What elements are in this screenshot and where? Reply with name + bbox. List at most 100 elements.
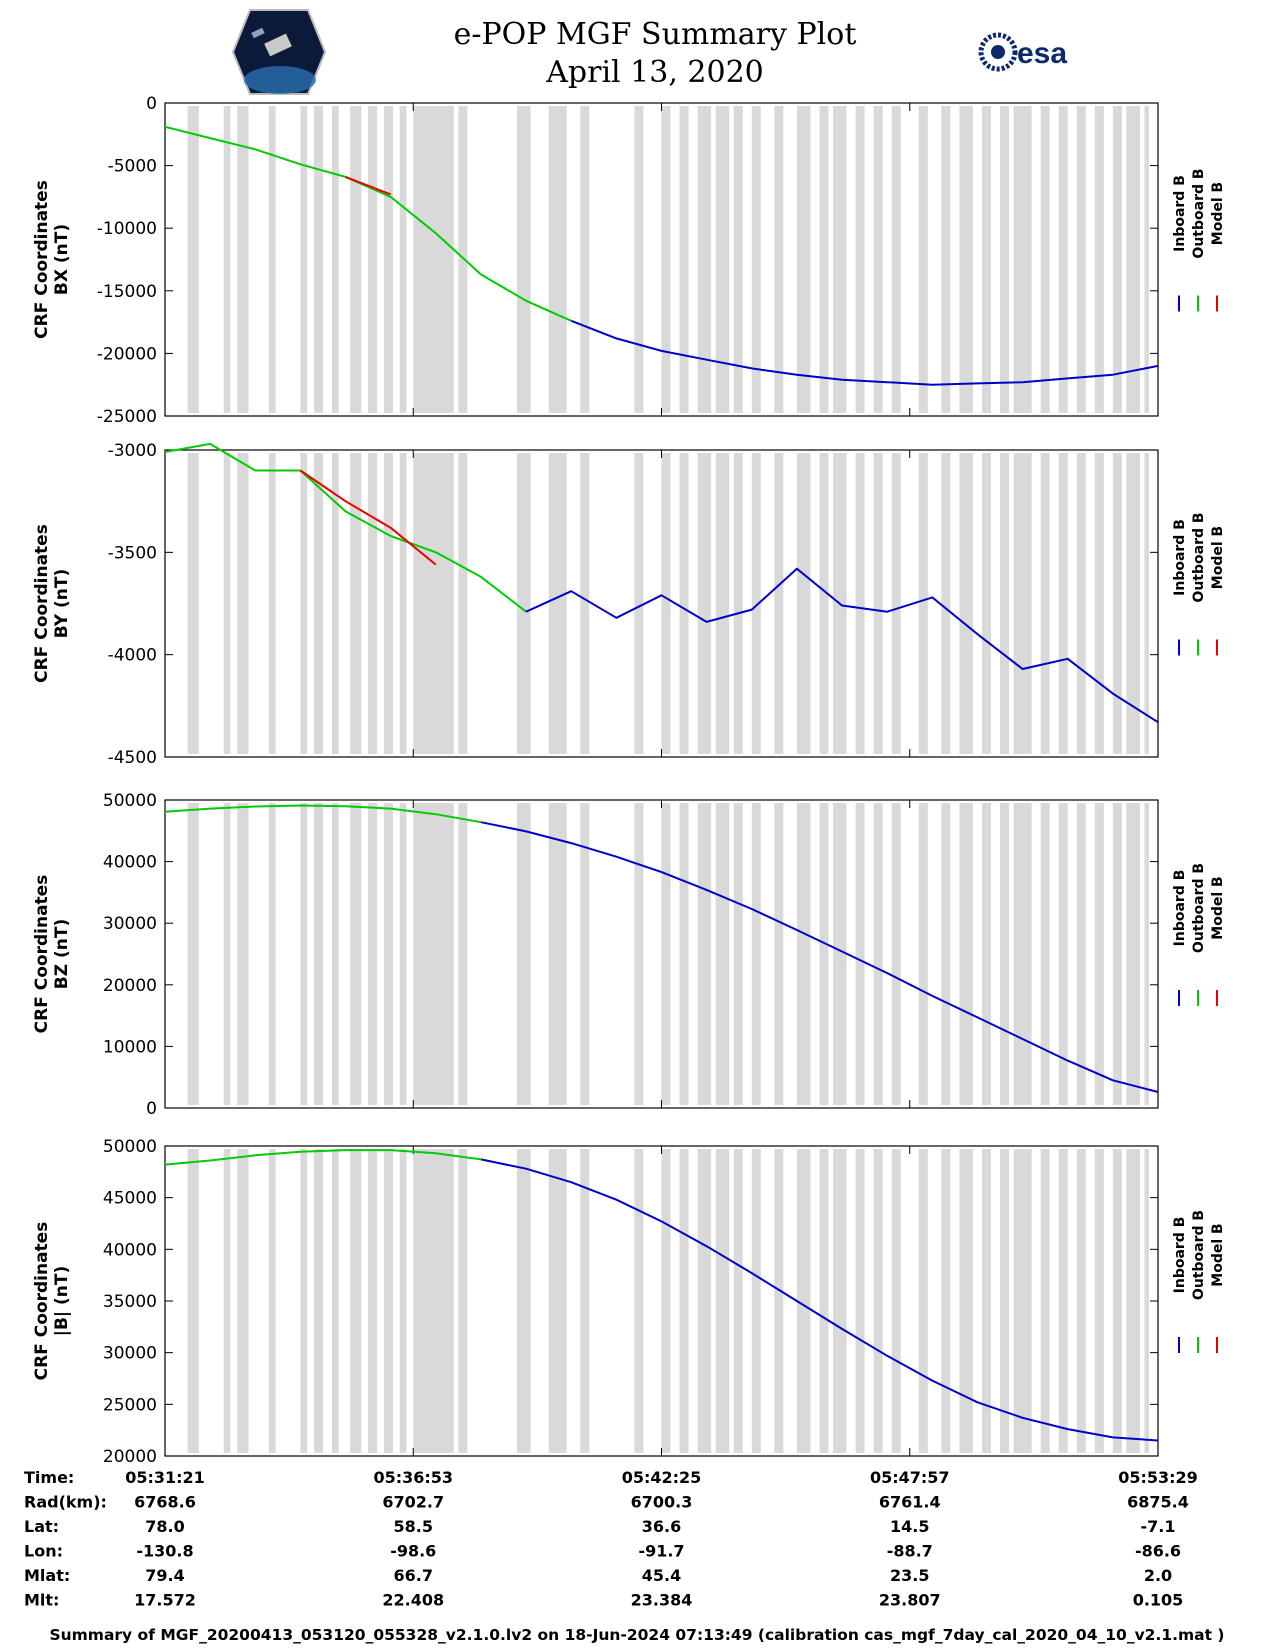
data-gap-band bbox=[1013, 803, 1032, 1105]
data-gap-band bbox=[187, 1149, 199, 1453]
data-gap-band bbox=[458, 453, 468, 754]
data-gap-band bbox=[819, 803, 829, 1105]
y-axis-label: CRF Coordinates bbox=[32, 180, 52, 339]
data-gap-band bbox=[918, 803, 928, 1105]
data-gap-band bbox=[300, 453, 308, 754]
table-cell: 14.5 bbox=[890, 1517, 929, 1536]
y-tick-label: 20000 bbox=[103, 976, 157, 996]
data-gap-band bbox=[1013, 453, 1032, 754]
data-gap-band bbox=[223, 1149, 231, 1453]
data-gap-band bbox=[268, 803, 276, 1105]
data-gap-band bbox=[774, 803, 784, 1105]
data-gap-band bbox=[855, 803, 865, 1105]
data-gap-band bbox=[733, 453, 743, 754]
series-outboard-b bbox=[164, 1149, 482, 1166]
data-gap-band bbox=[634, 106, 644, 413]
epop-logo bbox=[231, 9, 327, 95]
data-gap-band bbox=[350, 106, 362, 413]
plot-title: e-POP MGF Summary Plot bbox=[454, 17, 857, 52]
data-gap-band bbox=[855, 106, 865, 413]
data-gap-band bbox=[941, 453, 951, 754]
series-model-b bbox=[345, 175, 392, 196]
data-gap-band bbox=[1094, 106, 1104, 413]
data-gap-band bbox=[697, 803, 712, 1105]
legend-label: Outboard B bbox=[1191, 1210, 1207, 1300]
data-gap-band bbox=[1013, 1149, 1032, 1453]
data-gap-band bbox=[751, 1149, 761, 1453]
y-axis-label: CRF Coordinates bbox=[32, 524, 52, 683]
legend-label: Inboard B bbox=[1172, 870, 1188, 947]
y-tick-label: -3500 bbox=[108, 543, 157, 563]
data-gap-band bbox=[268, 1149, 276, 1453]
data-gap-band bbox=[941, 106, 951, 413]
y-axis-unit-label: BY (nT) bbox=[52, 569, 72, 639]
data-gap-band bbox=[1126, 453, 1140, 754]
series-inboard-b bbox=[525, 567, 1159, 724]
data-gap-band bbox=[1144, 453, 1149, 754]
footer-text: Summary of MGF_20200413_053120_055328_v2… bbox=[49, 1626, 1224, 1644]
data-gap-band bbox=[223, 106, 231, 413]
data-gap-band bbox=[458, 803, 468, 1105]
data-gap-band bbox=[517, 106, 531, 413]
data-gap-band bbox=[796, 1149, 811, 1453]
table-cell: 05:42:25 bbox=[622, 1468, 702, 1487]
y-tick-label: 30000 bbox=[103, 1344, 157, 1364]
y-tick-label: 35000 bbox=[103, 1292, 157, 1312]
data-gap-band bbox=[300, 106, 308, 413]
table-cell: 23.807 bbox=[879, 1591, 941, 1610]
table-cell: 17.572 bbox=[134, 1591, 196, 1610]
data-gap-band bbox=[715, 1149, 730, 1453]
data-gap-band bbox=[383, 803, 393, 1105]
data-gap-band bbox=[1000, 453, 1010, 754]
data-gap-band bbox=[697, 453, 712, 754]
series-inboard-b bbox=[570, 319, 1159, 386]
legend-label: Inboard B bbox=[1172, 1217, 1188, 1294]
data-gap-band bbox=[959, 1149, 973, 1453]
data-gap-band bbox=[715, 106, 730, 413]
data-gap-band bbox=[891, 453, 901, 754]
table-cell: 22.408 bbox=[382, 1591, 444, 1610]
legend-label: Model B bbox=[1210, 526, 1226, 589]
data-gap-band bbox=[517, 803, 531, 1105]
data-gap-band bbox=[697, 106, 712, 413]
data-gap-band bbox=[300, 1149, 308, 1453]
legend-label: Inboard B bbox=[1172, 175, 1188, 252]
data-gap-band bbox=[679, 1149, 689, 1453]
panel-4: 50000 45000 40000 35000 30000 25000 20000 CRF C… bbox=[32, 1137, 1226, 1467]
data-gap-band bbox=[774, 453, 784, 754]
data-gap-band bbox=[1076, 453, 1086, 754]
data-gap-band bbox=[1144, 106, 1149, 413]
data-gap-band bbox=[918, 106, 928, 413]
plot-date: April 13, 2020 bbox=[545, 55, 764, 90]
series-outboard-b bbox=[164, 804, 482, 824]
table-cell: 6875.4 bbox=[1127, 1493, 1189, 1512]
data-gap-band bbox=[313, 1149, 323, 1453]
data-gap-band bbox=[399, 803, 407, 1105]
data-gap-band bbox=[1040, 803, 1050, 1105]
data-gap-band bbox=[517, 1149, 531, 1453]
table-cell: -98.6 bbox=[390, 1542, 436, 1561]
y-tick-label: -15000 bbox=[97, 282, 157, 302]
data-gap-band bbox=[873, 106, 883, 413]
data-gap-band bbox=[891, 1149, 901, 1453]
table-cell: 58.5 bbox=[394, 1517, 433, 1536]
y-tick-label: 30000 bbox=[103, 914, 157, 934]
data-gap-band bbox=[1126, 106, 1140, 413]
legend: Inboard B Outboard B Model B bbox=[1172, 512, 1226, 656]
table-cell: -130.8 bbox=[136, 1542, 193, 1561]
data-gap-band bbox=[1058, 106, 1068, 413]
data-gap-band bbox=[237, 106, 249, 413]
data-gap-band bbox=[796, 453, 811, 754]
data-gap-band bbox=[918, 453, 928, 754]
y-tick-label: 0 bbox=[146, 94, 157, 114]
series-inboard-b bbox=[480, 1158, 1159, 1442]
data-gap-band bbox=[981, 1149, 991, 1453]
data-gap-band bbox=[833, 803, 847, 1105]
data-gap-band bbox=[413, 106, 454, 413]
data-gap-band bbox=[819, 106, 829, 413]
data-gap-band bbox=[1112, 453, 1122, 754]
data-gap-band bbox=[1000, 1149, 1010, 1453]
table-cell: 78.0 bbox=[145, 1517, 184, 1536]
table-cell: 05:36:53 bbox=[373, 1468, 453, 1487]
data-gap-band bbox=[873, 1149, 883, 1453]
